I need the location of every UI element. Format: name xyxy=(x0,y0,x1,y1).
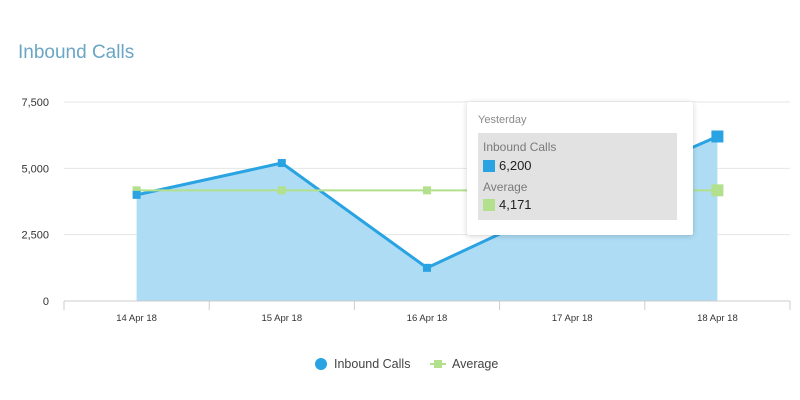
tooltip: Yesterday Inbound Calls 6,200 Average 4,… xyxy=(467,102,693,235)
tooltip-series2-swatch xyxy=(483,199,495,211)
y-tick-label: 0 xyxy=(43,296,49,308)
area-fill xyxy=(136,136,718,301)
inbound-calls-point[interactable] xyxy=(132,190,141,199)
chart-title: Inbound Calls xyxy=(18,42,135,63)
x-tick-labels: 14 Apr 18 15 Apr 18 16 Apr 18 17 Apr 18 18 A… xyxy=(116,313,737,324)
average-point[interactable] xyxy=(711,184,724,197)
average-point[interactable] xyxy=(277,186,286,195)
legend-square-line-icon xyxy=(430,360,446,368)
tooltip-series2-name: Average xyxy=(483,180,528,194)
y-axis: 0 2,500 5,000 7,500 xyxy=(21,97,49,308)
x-tick-label: 18 Apr 18 xyxy=(697,313,738,324)
x-tick-label: 14 Apr 18 xyxy=(116,313,157,324)
legend-circle-icon xyxy=(315,358,327,370)
average-point[interactable] xyxy=(132,186,141,195)
x-tick-label: 16 Apr 18 xyxy=(407,313,448,324)
x-tick-label: 15 Apr 18 xyxy=(261,313,302,324)
legend: Inbound Calls Average xyxy=(0,356,800,374)
tooltip-series1-name: Inbound Calls xyxy=(483,140,557,154)
legend-label-inbound-calls: Inbound Calls xyxy=(334,357,411,371)
inbound-calls-point[interactable] xyxy=(711,130,724,143)
average-point[interactable] xyxy=(423,186,431,195)
y-tick-label: 5,000 xyxy=(21,163,49,175)
legend-label-average: Average xyxy=(452,357,499,371)
inbound-calls-point[interactable] xyxy=(277,159,286,168)
y-tick-label: 2,500 xyxy=(21,230,49,242)
x-tick-label: 17 Apr 18 xyxy=(552,313,593,324)
tooltip-body: Inbound Calls 6,200 Average 4,171 xyxy=(478,133,677,220)
tooltip-series1-value: 6,200 xyxy=(499,158,532,173)
tooltip-series1-swatch xyxy=(483,160,495,172)
inbound-calls-point[interactable] xyxy=(423,263,431,272)
tooltip-series2-value: 4,171 xyxy=(499,197,532,212)
x-axis xyxy=(63,300,791,310)
tooltip-title: Yesterday xyxy=(478,114,527,126)
y-tick-label: 7,500 xyxy=(21,97,49,109)
